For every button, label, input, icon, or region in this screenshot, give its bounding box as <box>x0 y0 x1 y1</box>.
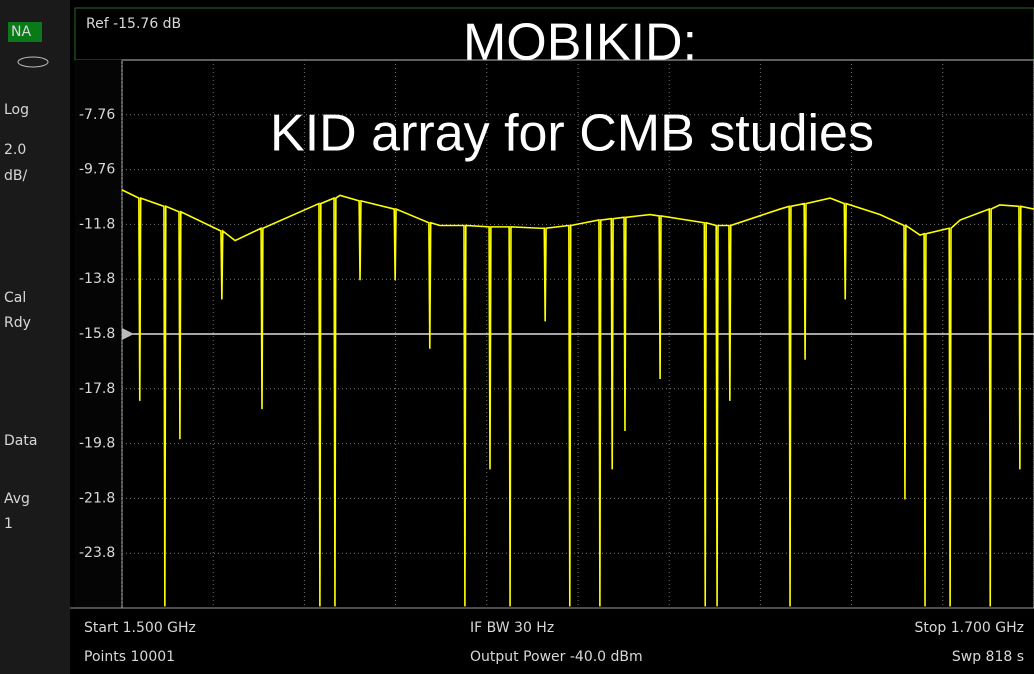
sidebar-label: Avg <box>4 491 30 507</box>
sidebar-label: Rdy <box>4 315 31 331</box>
y-tick-label: -21.8 <box>79 490 115 506</box>
y-tick-label: -23.8 <box>79 545 115 561</box>
sidebar-label: NA <box>11 24 31 40</box>
sidebar-label: Cal <box>4 290 26 306</box>
chart-subtitle: KID array for CMB studies <box>270 105 874 163</box>
icon <box>17 56 49 68</box>
y-tick-label: -11.8 <box>79 216 115 232</box>
y-tick-label: -9.76 <box>79 162 115 178</box>
trace <box>122 189 1034 607</box>
sidebar <box>0 0 70 674</box>
sidebar-label: Data <box>4 433 37 449</box>
sidebar-label: Log <box>4 102 29 118</box>
y-axis-column <box>75 60 122 608</box>
footer-text: Start 1.500 GHz <box>84 620 196 636</box>
footer-text: Points 10001 <box>84 649 175 665</box>
sidebar-label: 1 <box>4 516 13 532</box>
reference-label: Ref -15.76 dB <box>86 16 181 32</box>
y-tick-label: -13.8 <box>79 271 115 287</box>
y-tick-label: -19.8 <box>79 436 115 452</box>
sidebar-label: 2.0 <box>4 142 26 158</box>
reference-marker <box>122 328 134 340</box>
sidebar-label: dB/ <box>4 168 27 184</box>
y-tick-label: -15.8 <box>79 326 115 342</box>
chart-title: MOBIKID: <box>463 14 697 72</box>
y-tick-label: -17.8 <box>79 381 115 397</box>
footer-text: Output Power -40.0 dBm <box>470 649 643 665</box>
na-badge <box>8 22 42 42</box>
footer-text: Stop 1.700 GHz <box>914 620 1024 636</box>
footer-text: IF BW 30 Hz <box>470 620 554 636</box>
footer-text: Swp 818 s <box>952 649 1024 665</box>
y-tick-label: -7.76 <box>79 107 115 123</box>
